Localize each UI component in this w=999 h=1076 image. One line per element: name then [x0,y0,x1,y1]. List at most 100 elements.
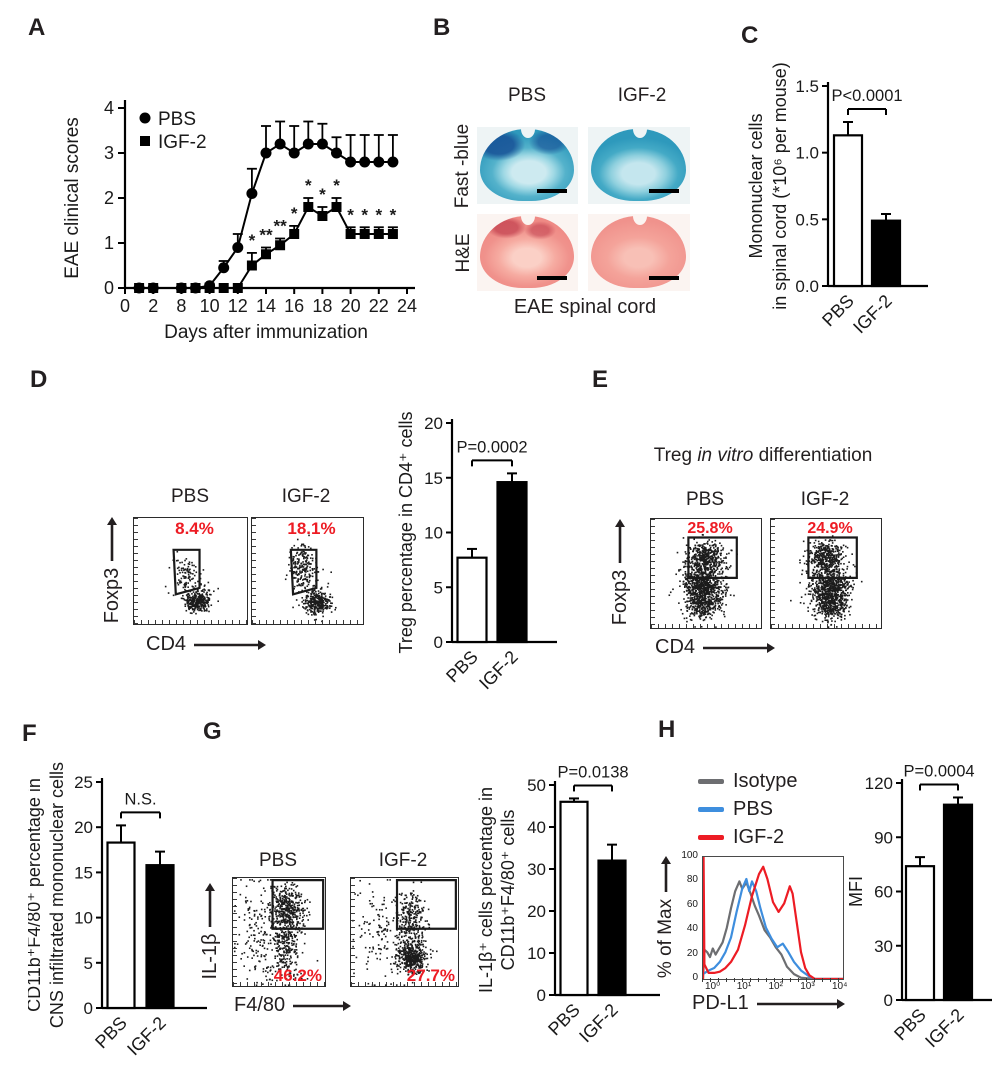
svg-text:*: * [319,185,326,204]
svg-text:1: 1 [104,233,114,253]
svg-text:IGF-2: IGF-2 [123,1013,170,1060]
svg-text:*: * [291,204,298,223]
right-arrow-icon [756,998,845,1009]
svg-text:18: 18 [312,296,332,316]
histogram-y-tick: 60 [686,898,698,910]
svg-text:EAE clinical scores: EAE clinical scores [62,117,83,279]
flow-x-axis-label: CD4 [146,633,267,656]
histology-column-header-igf2: IGF-2 [617,85,667,106]
panel-h-label: H [658,716,676,743]
x-axis-ticks [134,620,247,624]
gate-percentage: 27.7% [406,966,455,985]
y-axis-text: Foxp3 [608,569,631,626]
svg-text:5: 5 [434,578,443,597]
svg-text:**: ** [273,217,287,236]
svg-text:1.0: 1.0 [795,144,819,163]
svg-text:1.5: 1.5 [795,77,819,96]
flow-plot-foxp3-cd4-igf2: 18.1% [251,517,364,625]
scale-bar [649,189,679,193]
gate-percentage: 24.9% [807,520,853,537]
svg-text:IGF-2: IGF-2 [158,132,207,153]
right-arrow-icon [194,639,267,650]
svg-text:16: 16 [284,296,304,316]
histology-image-fast-blue-pbs [477,127,578,204]
up-arrow-icon [205,882,215,927]
legend-label: Isotype [733,769,798,792]
y-axis-ticks [252,518,256,624]
y-axis-text: % of Max [655,898,676,979]
svg-text:0: 0 [434,633,443,652]
histology-row-label-fast-blue: Fast -blue [452,123,473,209]
svg-text:25: 25 [74,773,93,792]
y-axis-ticks [134,518,138,624]
svg-text:12: 12 [228,296,248,316]
legend-item: IGF-2 [698,823,797,851]
svg-text:CNS infiltrated mononuclear ce: CNS infiltrated mononuclear cells [47,762,67,1028]
panel-b-label: B [433,14,451,41]
svg-text:*: * [347,205,354,224]
legend-swatch [698,834,724,840]
flow-title-igf2: IGF-2 [800,489,850,510]
y-axis-ticks [351,878,355,986]
histology-row-label-he: H&E [453,233,474,273]
svg-text:IGF-2: IGF-2 [475,647,522,694]
svg-text:22: 22 [369,296,389,316]
svg-text:2: 2 [104,188,114,208]
histogram-y-tick: 80 [686,874,698,886]
legend-label: PBS [733,797,774,820]
histogram-x-tick: 10¹ [736,981,752,992]
svg-text:0.0: 0.0 [795,277,819,296]
svg-text:24: 24 [397,296,417,316]
flow-x-axis-label: CD4 [655,636,776,659]
legend-item: PBS [698,795,797,823]
svg-text:*: * [361,205,368,224]
svg-text:in spinal cord (*10⁶ per mouse: in spinal cord (*10⁶ per mouse) [770,62,790,310]
x-axis-text: CD4 [655,636,696,658]
svg-text:0: 0 [104,278,114,298]
histogram-legend: Isotype PBS IGF-2 [698,767,797,851]
scale-bar [649,276,679,280]
up-arrow-icon [661,855,671,892]
svg-text:14: 14 [256,296,276,316]
svg-text:20: 20 [74,818,93,837]
flow-y-axis-label: Foxp3 [100,495,124,645]
up-arrow-icon [615,518,625,563]
y-axis-text: IL-1β [198,933,221,980]
mononuclear-cells-bar-chart: 0.00.51.01.5PBSIGF-2P<0.0001Mononuclear … [746,62,928,337]
svg-text:P=0.0002: P=0.0002 [456,438,527,456]
flow-plot-treg-pbs: 25.8% [650,518,762,629]
gate-percentage: 46.2% [273,966,322,985]
x-axis-ticks [252,620,363,624]
svg-text:P<0.0001: P<0.0001 [831,87,902,105]
flow-plot-il1b-f480-igf2: 27.7% [350,877,459,987]
histology-image-he-pbs [477,214,578,291]
flow-title-pbs: PBS [685,489,725,510]
x-axis-ticks [771,624,881,628]
histology-column-header-pbs: PBS [507,85,547,106]
svg-text:PBS: PBS [158,109,196,130]
panel-a-label: A [28,14,46,41]
cord-notch [521,214,536,225]
x-axis-ticks [651,624,761,628]
histogram-x-tick: 10⁰ [705,981,721,992]
gate-percentage: 18.1% [287,519,336,538]
svg-text:10: 10 [424,524,443,543]
svg-text:N.S.: N.S. [124,790,156,808]
scale-bar [537,189,567,193]
svg-text:0: 0 [120,296,130,316]
histogram-x-tick: 10² [768,981,783,992]
pdl1-histogram-plot [702,856,844,980]
histogram-y-axis-label: % of Max [654,837,678,997]
histogram-y-tick: 100 [681,850,698,861]
legend-label: IGF-2 [733,825,785,848]
legend-item: Isotype [698,767,797,795]
y-axis-text: Foxp3 [100,567,123,624]
cord-notch [632,127,647,138]
histogram-x-tick: 10⁴ [832,981,848,992]
svg-text:*: * [375,205,382,224]
